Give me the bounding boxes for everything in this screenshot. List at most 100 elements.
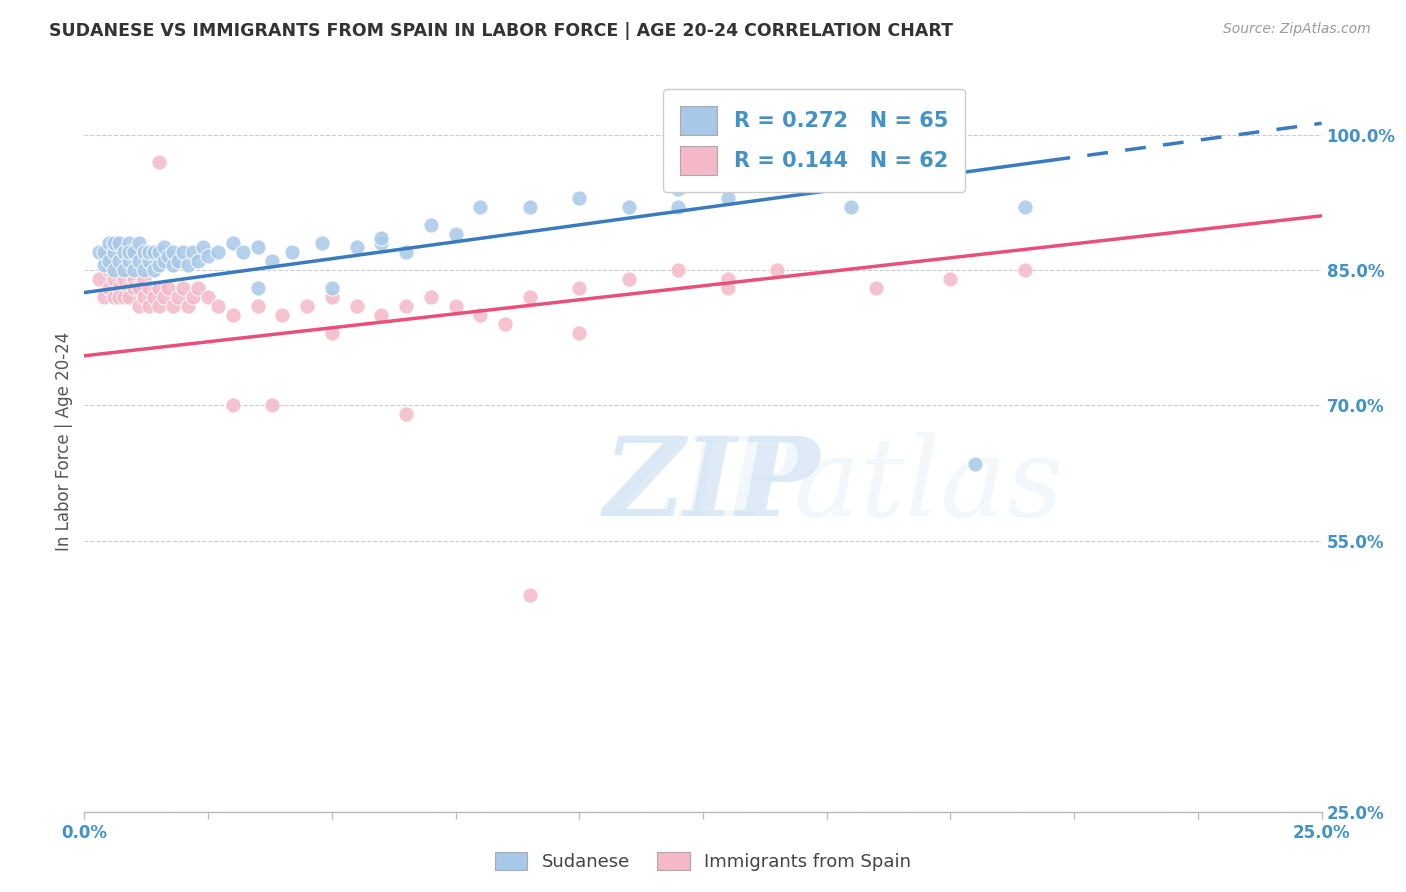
- Point: [128, 235, 150, 250]
- Point: [222, 308, 245, 322]
- Point: [395, 299, 418, 313]
- Point: [271, 308, 294, 322]
- Point: [181, 290, 204, 304]
- Point: [148, 259, 170, 273]
- Point: [167, 254, 190, 268]
- Point: [152, 290, 174, 304]
- Point: [311, 235, 333, 250]
- Point: [281, 244, 304, 259]
- Point: [187, 254, 209, 268]
- Point: [494, 317, 516, 331]
- Point: [262, 399, 284, 413]
- Text: SUDANESE VS IMMIGRANTS FROM SPAIN IN LABOR FORCE | AGE 20-24 CORRELATION CHART: SUDANESE VS IMMIGRANTS FROM SPAIN IN LAB…: [49, 22, 953, 40]
- Legend: Sudanese, Immigrants from Spain: Sudanese, Immigrants from Spain: [488, 845, 918, 879]
- Point: [108, 235, 131, 250]
- Point: [138, 299, 160, 313]
- Point: [246, 281, 269, 295]
- Point: [444, 227, 467, 241]
- Point: [181, 244, 204, 259]
- Point: [142, 263, 165, 277]
- Point: [152, 240, 174, 254]
- Point: [152, 254, 174, 268]
- Point: [132, 244, 155, 259]
- Point: [187, 281, 209, 295]
- Point: [108, 254, 131, 268]
- Point: [617, 200, 640, 214]
- Point: [666, 263, 689, 277]
- Text: ZIP: ZIP: [605, 433, 821, 540]
- Point: [666, 182, 689, 196]
- Point: [207, 244, 229, 259]
- Y-axis label: In Labor Force | Age 20-24: In Labor Force | Age 20-24: [55, 332, 73, 551]
- Point: [132, 263, 155, 277]
- Point: [395, 244, 418, 259]
- Point: [321, 281, 343, 295]
- Point: [321, 290, 343, 304]
- Text: Source: ZipAtlas.com: Source: ZipAtlas.com: [1223, 22, 1371, 37]
- Point: [112, 244, 135, 259]
- Point: [519, 290, 541, 304]
- Point: [865, 281, 887, 295]
- Point: [295, 299, 318, 313]
- Point: [1014, 263, 1036, 277]
- Point: [841, 200, 863, 214]
- Point: [191, 240, 214, 254]
- Point: [346, 240, 368, 254]
- Point: [246, 240, 269, 254]
- Point: [93, 259, 115, 273]
- Point: [568, 281, 591, 295]
- Point: [197, 290, 219, 304]
- Point: [162, 299, 184, 313]
- Point: [118, 244, 141, 259]
- Point: [617, 272, 640, 286]
- Point: [766, 172, 789, 186]
- Point: [1014, 200, 1036, 214]
- Point: [717, 272, 740, 286]
- Point: [162, 259, 184, 273]
- Point: [167, 290, 190, 304]
- Point: [118, 235, 141, 250]
- Point: [519, 200, 541, 214]
- Point: [207, 299, 229, 313]
- Point: [112, 263, 135, 277]
- Point: [717, 191, 740, 205]
- Point: [222, 235, 245, 250]
- Point: [148, 281, 170, 295]
- Point: [246, 299, 269, 313]
- Point: [98, 263, 121, 277]
- Point: [470, 200, 492, 214]
- Point: [346, 299, 368, 313]
- Point: [370, 235, 392, 250]
- Point: [118, 254, 141, 268]
- Point: [138, 281, 160, 295]
- Point: [122, 263, 145, 277]
- Point: [395, 408, 418, 422]
- Text: ZIPatlas: ZIPatlas: [605, 433, 1064, 540]
- Point: [93, 244, 115, 259]
- Point: [444, 299, 467, 313]
- Point: [132, 290, 155, 304]
- Point: [321, 326, 343, 341]
- Point: [370, 231, 392, 245]
- Point: [965, 457, 987, 471]
- Point: [138, 254, 160, 268]
- Point: [103, 272, 125, 286]
- Point: [128, 281, 150, 295]
- Point: [93, 290, 115, 304]
- Point: [766, 263, 789, 277]
- Point: [419, 218, 441, 232]
- Point: [222, 399, 245, 413]
- Point: [939, 272, 962, 286]
- Point: [122, 281, 145, 295]
- Point: [177, 299, 200, 313]
- Point: [666, 200, 689, 214]
- Point: [148, 154, 170, 169]
- Point: [717, 281, 740, 295]
- Point: [112, 290, 135, 304]
- Point: [89, 272, 111, 286]
- Point: [177, 259, 200, 273]
- Point: [157, 250, 180, 264]
- Point: [162, 244, 184, 259]
- Point: [419, 290, 441, 304]
- Point: [568, 326, 591, 341]
